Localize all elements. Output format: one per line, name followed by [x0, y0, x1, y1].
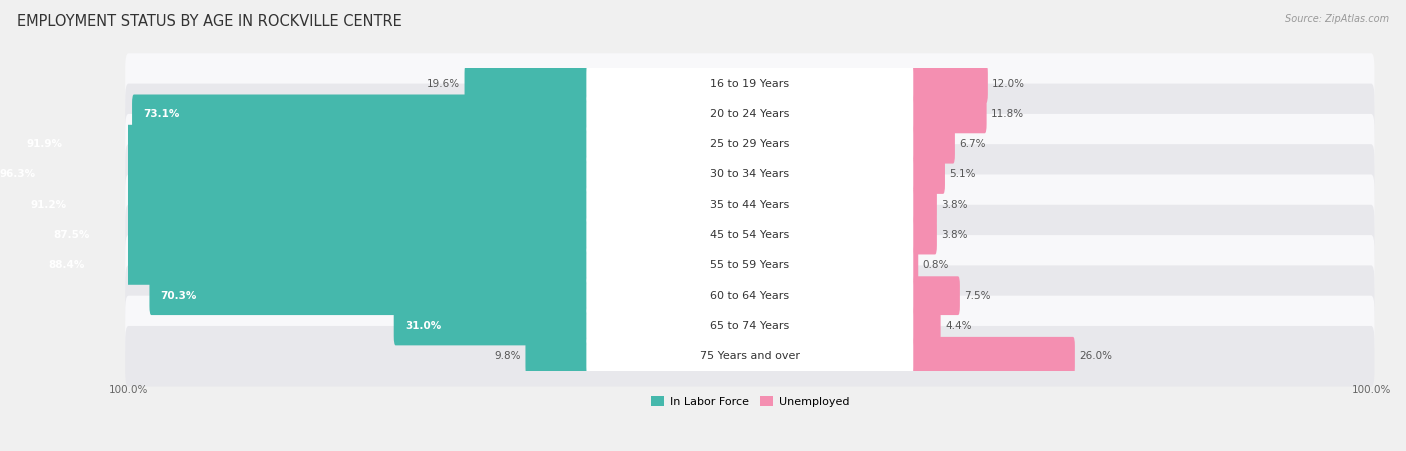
Text: 91.9%: 91.9%: [27, 139, 62, 149]
Text: 35 to 44 Years: 35 to 44 Years: [710, 200, 789, 210]
Text: 55 to 59 Years: 55 to 59 Years: [710, 260, 789, 271]
FancyBboxPatch shape: [586, 336, 914, 376]
Text: 9.8%: 9.8%: [495, 351, 522, 361]
Text: 91.2%: 91.2%: [31, 200, 67, 210]
FancyBboxPatch shape: [910, 125, 955, 164]
Text: 60 to 64 Years: 60 to 64 Years: [710, 291, 789, 301]
Legend: In Labor Force, Unemployed: In Labor Force, Unemployed: [647, 392, 853, 411]
Text: 96.3%: 96.3%: [0, 170, 35, 179]
Text: 30 to 34 Years: 30 to 34 Years: [710, 170, 789, 179]
FancyBboxPatch shape: [586, 94, 914, 134]
FancyBboxPatch shape: [586, 124, 914, 164]
Text: 11.8%: 11.8%: [991, 109, 1024, 119]
Text: 7.5%: 7.5%: [965, 291, 991, 301]
Text: 26.0%: 26.0%: [1080, 351, 1112, 361]
Text: EMPLOYMENT STATUS BY AGE IN ROCKVILLE CENTRE: EMPLOYMENT STATUS BY AGE IN ROCKVILLE CE…: [17, 14, 402, 28]
Text: 31.0%: 31.0%: [405, 321, 441, 331]
FancyBboxPatch shape: [910, 276, 960, 315]
FancyBboxPatch shape: [910, 337, 1074, 376]
FancyBboxPatch shape: [125, 114, 1375, 175]
Text: 100.0%: 100.0%: [1351, 385, 1391, 395]
FancyBboxPatch shape: [125, 235, 1375, 296]
FancyBboxPatch shape: [910, 95, 987, 133]
FancyBboxPatch shape: [910, 64, 988, 103]
FancyBboxPatch shape: [910, 185, 936, 224]
FancyBboxPatch shape: [20, 185, 591, 224]
FancyBboxPatch shape: [15, 125, 591, 164]
Text: 87.5%: 87.5%: [53, 230, 90, 240]
FancyBboxPatch shape: [132, 95, 591, 133]
Text: 12.0%: 12.0%: [993, 78, 1025, 88]
FancyBboxPatch shape: [910, 307, 941, 345]
FancyBboxPatch shape: [586, 185, 914, 225]
Text: 19.6%: 19.6%: [427, 78, 460, 88]
FancyBboxPatch shape: [910, 246, 918, 285]
FancyBboxPatch shape: [526, 337, 591, 376]
Text: 70.3%: 70.3%: [160, 291, 197, 301]
FancyBboxPatch shape: [464, 64, 591, 103]
Text: 65 to 74 Years: 65 to 74 Years: [710, 321, 789, 331]
Text: 73.1%: 73.1%: [143, 109, 180, 119]
Text: 4.4%: 4.4%: [945, 321, 972, 331]
FancyBboxPatch shape: [586, 64, 914, 104]
Text: 6.7%: 6.7%: [959, 139, 986, 149]
FancyBboxPatch shape: [586, 306, 914, 346]
Text: 3.8%: 3.8%: [941, 230, 967, 240]
FancyBboxPatch shape: [586, 245, 914, 285]
Text: 16 to 19 Years: 16 to 19 Years: [710, 78, 789, 88]
FancyBboxPatch shape: [125, 205, 1375, 265]
FancyBboxPatch shape: [394, 307, 591, 345]
Text: 75 Years and over: 75 Years and over: [700, 351, 800, 361]
Text: 5.1%: 5.1%: [949, 170, 976, 179]
Text: Source: ZipAtlas.com: Source: ZipAtlas.com: [1285, 14, 1389, 23]
Text: 0.8%: 0.8%: [922, 260, 949, 271]
Text: 88.4%: 88.4%: [48, 260, 84, 271]
Text: 3.8%: 3.8%: [941, 200, 967, 210]
FancyBboxPatch shape: [586, 215, 914, 255]
FancyBboxPatch shape: [125, 83, 1375, 144]
FancyBboxPatch shape: [42, 216, 591, 254]
FancyBboxPatch shape: [125, 326, 1375, 387]
FancyBboxPatch shape: [910, 216, 936, 254]
FancyBboxPatch shape: [910, 155, 945, 194]
FancyBboxPatch shape: [37, 246, 591, 285]
Text: 100.0%: 100.0%: [108, 385, 148, 395]
Text: 25 to 29 Years: 25 to 29 Years: [710, 139, 790, 149]
FancyBboxPatch shape: [586, 155, 914, 194]
FancyBboxPatch shape: [125, 265, 1375, 326]
Text: 20 to 24 Years: 20 to 24 Years: [710, 109, 790, 119]
FancyBboxPatch shape: [0, 155, 591, 194]
FancyBboxPatch shape: [125, 175, 1375, 235]
FancyBboxPatch shape: [586, 276, 914, 316]
FancyBboxPatch shape: [125, 53, 1375, 114]
Text: 45 to 54 Years: 45 to 54 Years: [710, 230, 789, 240]
FancyBboxPatch shape: [125, 144, 1375, 205]
FancyBboxPatch shape: [125, 296, 1375, 356]
FancyBboxPatch shape: [149, 276, 591, 315]
